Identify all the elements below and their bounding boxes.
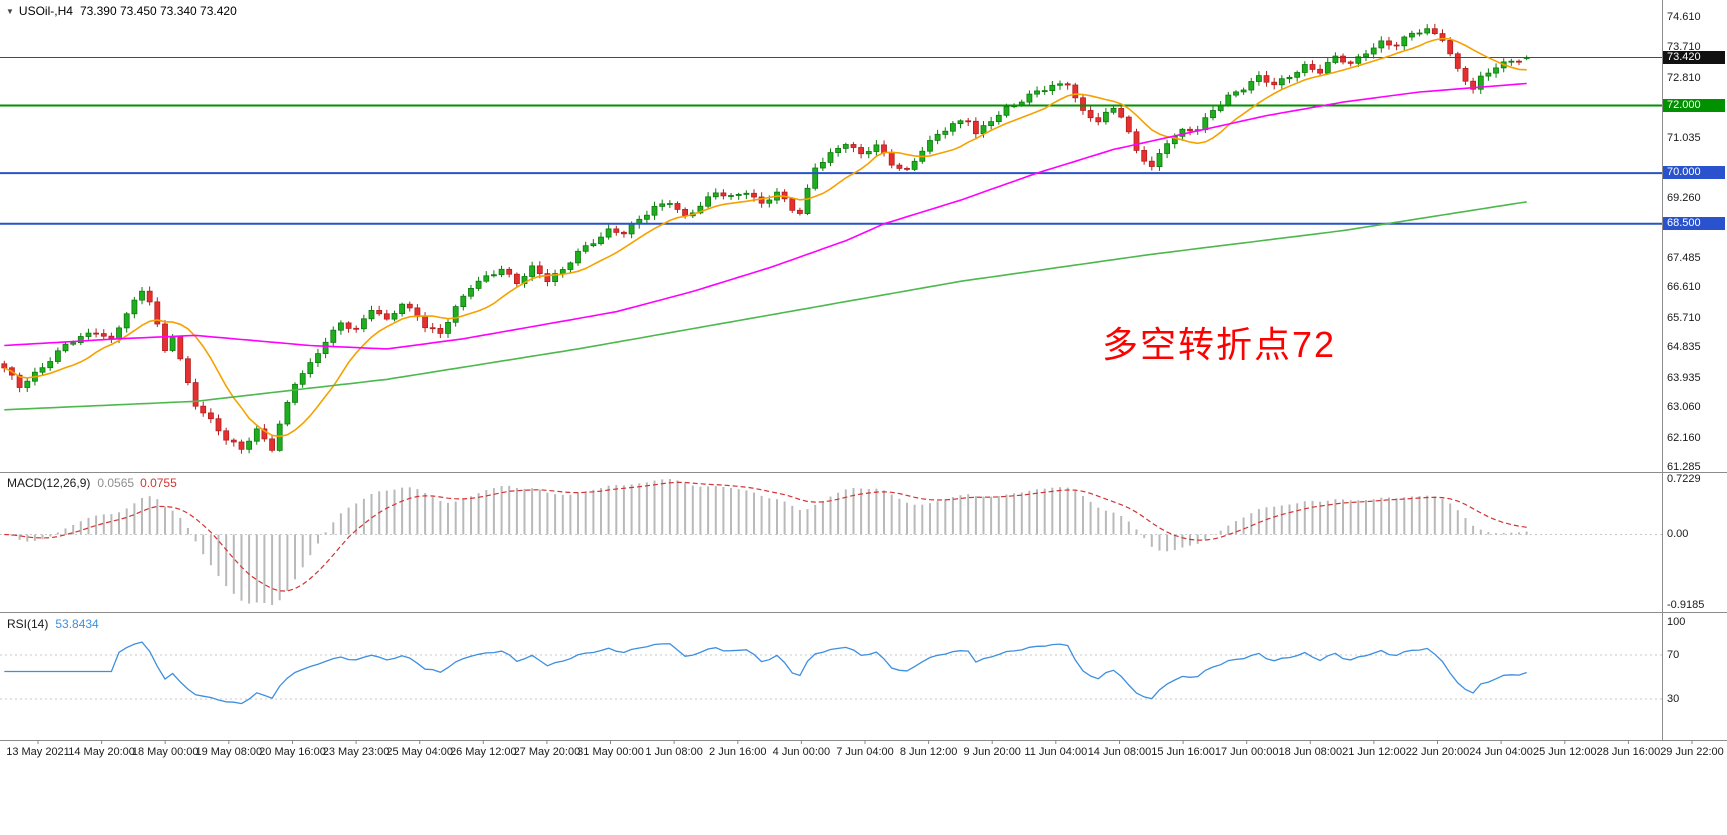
time-axis-label: 7 Jun 04:00 [836, 746, 894, 758]
macd-name: MACD(12,26,9) [7, 476, 91, 490]
price-badge: 70.000 [1663, 166, 1725, 180]
chart-header: ▼ USOil-,H4 73.390 73.450 73.340 73.420 [6, 4, 237, 18]
macd-indicator-label: MACD(12,26,9) 0.0565 0.0755 [7, 476, 177, 490]
price-tick-label: 72.810 [1667, 71, 1701, 84]
moving-averages-layer [3, 37, 1527, 438]
symbol-dropdown-icon[interactable]: ▼ [6, 7, 14, 17]
rsi-axis-label: 100 [1667, 615, 1686, 628]
time-axis-label: 8 Jun 12:00 [899, 746, 958, 758]
time-axis-label: 2 Jun 16:00 [709, 746, 767, 758]
time-axis-label: 9 Jun 20:00 [963, 746, 1021, 758]
time-axis-label: 14 Jun 08:00 [1087, 746, 1152, 758]
price-badge: 73.420 [1663, 50, 1725, 64]
horizontal-lines-layer[interactable] [0, 57, 1662, 225]
macd-signal-value: 0.0755 [140, 476, 177, 490]
time-axis[interactable]: 13 May 2021 14 May 20:00 18 May 00:00 19 Ma… [0, 740, 1727, 770]
rsi-layer [0, 641, 1662, 705]
macd-axis-label: -0.9185 [1667, 598, 1705, 611]
candles-layer [1, 23, 1530, 454]
time-axis-label: 18 May 00:00 [131, 746, 199, 758]
time-axis-label: 25 May 04:00 [386, 746, 454, 758]
rsi-name: RSI(14) [7, 617, 49, 631]
time-axis-label: 25 Jun 12:00 [1532, 746, 1597, 758]
time-axis-label: 19 May 08:00 [195, 746, 263, 758]
price-tick-label: 61.285 [1667, 461, 1701, 474]
time-axis-label: 27 May 20:00 [513, 746, 581, 758]
price-tick-label: 66.610 [1667, 281, 1701, 294]
time-axis-label: 22 Jun 20:00 [1405, 746, 1470, 758]
rsi-axis-label: 70 [1667, 648, 1680, 661]
frame-layer [0, 0, 1727, 744]
time-axis-label: 11 Jun 04:00 [1024, 746, 1088, 758]
time-axis-label: 24 Jun 04:00 [1469, 746, 1533, 758]
rsi-value: 53.8434 [55, 617, 99, 631]
chart-annotation: 多空转折点72 [1102, 324, 1337, 365]
macd-axis-label: 0.7229 [1667, 472, 1701, 485]
price-tick-label: 63.935 [1667, 371, 1701, 384]
time-axis-label: 18 Jun 08:00 [1278, 746, 1343, 758]
time-axis-label: 13 May 2021 [6, 746, 70, 758]
price-tick-label: 73.710 [1667, 41, 1701, 54]
time-axis-label: 14 May 20:00 [68, 746, 135, 758]
macd-axis-label: 0.00 [1667, 528, 1689, 540]
time-axis-label: 1 Jun 08:00 [645, 746, 703, 758]
price-tick-label: 63.060 [1667, 401, 1701, 414]
time-axis-label: 31 May 00:00 [577, 746, 644, 758]
time-axis-label: 15 Jun 16:00 [1151, 746, 1215, 758]
time-axis-label: 28 Jun 16:00 [1596, 746, 1661, 758]
price-badge: 68.500 [1663, 216, 1725, 230]
price-tick-label: 65.710 [1667, 311, 1701, 324]
time-axis-label: 21 Jun 12:00 [1342, 746, 1406, 758]
price-tick-label: 62.160 [1667, 431, 1701, 444]
time-axis-label: 17 Jun 00:00 [1214, 746, 1279, 758]
time-axis-label: 4 Jun 00:00 [772, 746, 831, 758]
price-tick-label: 71.035 [1667, 131, 1701, 144]
price-tick-label: 69.260 [1667, 191, 1701, 204]
time-axis-label: 26 May 12:00 [449, 746, 517, 758]
time-axis-label: 20 May 16:00 [259, 746, 326, 758]
time-axis-label: 23 May 23:00 [322, 746, 390, 758]
macd-layer [0, 479, 1662, 605]
rsi-indicator-label: RSI(14) 53.8434 [7, 617, 99, 631]
ohlc-values: 73.390 73.450 73.340 73.420 [79, 4, 237, 18]
price-badge: 72.000 [1663, 98, 1725, 112]
time-axis-label: 29 Jun 22:00 [1660, 746, 1724, 758]
price-tick-label: 64.835 [1667, 341, 1701, 354]
macd-main-value: 0.0565 [97, 476, 135, 490]
rsi-axis-label: 30 [1667, 692, 1680, 705]
price-axis[interactable]: 74.610 73.710 72.810 71.035 69.260 67.485 66.6… [1662, 0, 1727, 740]
price-tick-label: 67.485 [1667, 251, 1701, 264]
price-tick-label: 74.610 [1667, 10, 1701, 23]
symbol-timeframe-label: USOil-,H4 [18, 4, 73, 18]
